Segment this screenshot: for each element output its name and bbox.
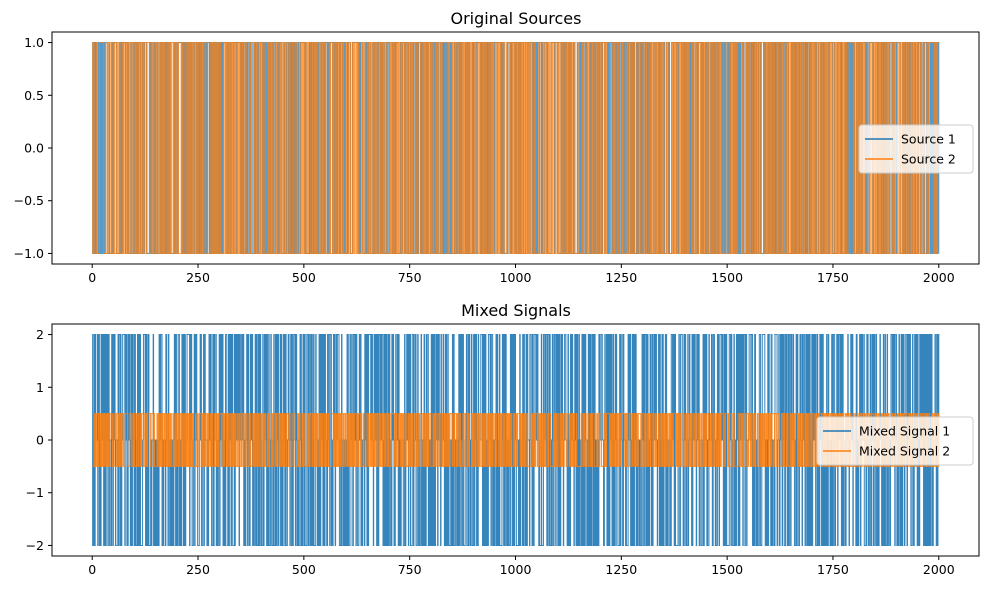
x-tick-label: 2000 [923,562,955,577]
x-tick-label: 250 [186,562,210,577]
plot-area [92,42,940,254]
y-axis: 1.0 0.5 0.0 −0.5 −1.0 [14,35,52,261]
x-tick-label: 1250 [605,562,637,577]
x-tick-label: 1500 [711,562,743,577]
x-tick-label: 1750 [817,562,849,577]
x-tick-label: 750 [398,270,422,285]
y-tick-label: −1.0 [14,246,44,261]
y-tick-label: 0 [36,433,44,448]
plot-area [92,334,940,546]
legend-label-mixed-signal-1: Mixed Signal 1 [859,424,950,439]
chart-title: Mixed Signals [461,301,571,320]
y-tick-label: −2 [26,538,44,553]
legend-label-source-2: Source 2 [901,152,956,167]
y-tick-label: 0.5 [24,88,44,103]
chart-title: Original Sources [451,9,582,28]
x-tick-label: 1750 [817,270,849,285]
legend-box [816,416,974,466]
x-tick-label: 0 [88,270,96,285]
x-tick-label: 1000 [500,270,532,285]
y-tick-label: 1.0 [24,35,44,50]
legend: Mixed Signal 1 Mixed Signal 2 [816,416,974,466]
subplot-original-sources: Original Sources 0 250 500 750 1000 1250 1500 1… [14,9,980,285]
x-tick-label: 500 [292,270,316,285]
legend-label-source-1: Source 1 [901,132,956,147]
subplot-mixed-signals: Mixed Signals 0 250 500 750 1000 1250 1500 1750… [26,301,980,577]
x-tick-label: 750 [398,562,422,577]
y-tick-label: 1 [36,380,44,395]
y-tick-label: −0.5 [14,193,44,208]
x-axis: 0 250 500 750 1000 1250 1500 1750 2000 [88,556,955,577]
x-tick-label: 1500 [711,270,743,285]
y-tick-label: 2 [36,327,44,342]
y-tick-label: −1 [26,485,44,500]
y-tick-label: 0.0 [24,141,44,156]
legend: Source 1 Source 2 [858,124,974,174]
x-tick-label: 2000 [923,270,955,285]
series-line-source-2 [92,42,939,254]
series-line-mixed-signal-2 [92,413,940,467]
legend-box [858,124,974,174]
x-tick-label: 0 [88,562,96,577]
x-tick-label: 500 [292,562,316,577]
x-tick-label: 250 [186,270,210,285]
legend-label-mixed-signal-2: Mixed Signal 2 [859,444,950,459]
x-axis: 0 250 500 750 1000 1250 1500 1750 2000 [88,264,955,285]
x-tick-label: 1000 [500,562,532,577]
x-tick-label: 1250 [605,270,637,285]
y-axis: 2 1 0 −1 −2 [26,327,52,553]
